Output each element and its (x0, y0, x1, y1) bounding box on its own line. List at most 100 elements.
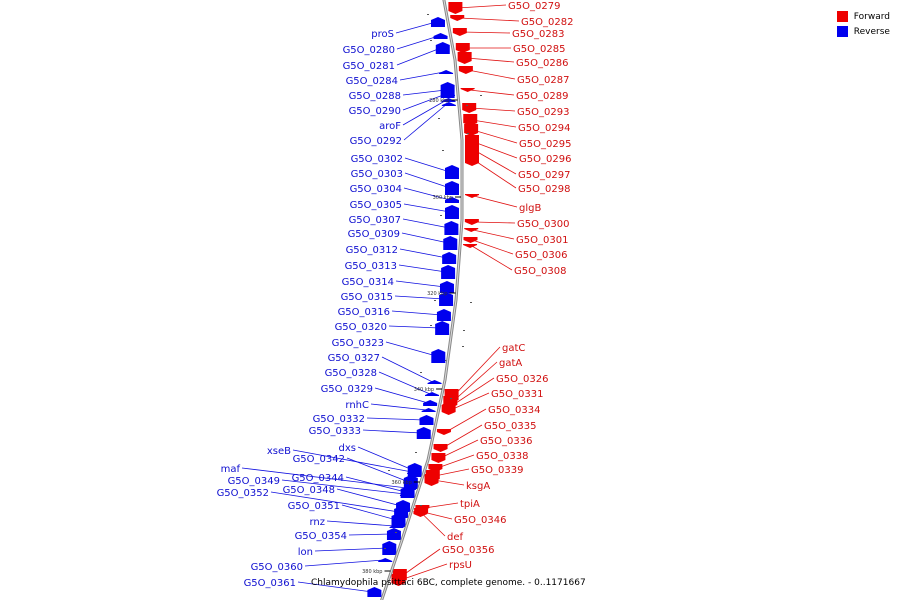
reverse-feature-g5o-0313 (441, 265, 456, 279)
genome-backbone-highlight (381, 0, 463, 600)
minor-feature-mark (480, 95, 482, 96)
minor-feature-mark (384, 548, 386, 549)
reverse-feature-g5o-0303 (445, 181, 459, 195)
gene-label-g5o-0285: G5O_0285 (513, 44, 565, 55)
reverse-feature-g5o-0312 (442, 252, 457, 264)
gene-label-g5o-0301: G5O_0301 (516, 235, 568, 246)
legend: Forward Reverse (836, 9, 890, 39)
connector-g5o-0327 (381, 356, 433, 383)
connector-g5o-0331 (450, 392, 490, 411)
reverse-feature-g5o-0309 (443, 236, 458, 250)
gene-label-g5o-0320: G5O_0320 (335, 322, 387, 333)
legend-reverse-label: Reverse (853, 26, 890, 37)
reverse-feature-g5o-0320 (435, 321, 450, 335)
connector-pros (395, 21, 437, 34)
connector-g5o-0289 (469, 89, 515, 96)
reverse-feature-g5o-0360 (378, 558, 393, 562)
connector-g5o-0288 (402, 89, 446, 96)
reverse-feature-g5o-0354 (386, 528, 401, 540)
gene-label-rnhc: rnhC (345, 400, 369, 411)
minor-feature-mark (463, 330, 465, 331)
connector-g5o-0312 (399, 248, 448, 259)
reverse-feature-g5o-0280 (433, 33, 448, 39)
gene-label-g5o-0279: G5O_0279 (508, 1, 560, 12)
forward-feature-g5o-0300 (464, 219, 479, 225)
minor-feature-mark (442, 150, 444, 151)
gene-label-g5o-0336: G5O_0336 (480, 436, 532, 447)
forward-feature-g5o-0283 (452, 28, 467, 36)
reverse-feature-g5o-0290 (440, 92, 455, 96)
gene-label-rpsu: rpsU (449, 560, 472, 571)
connector-ksga (433, 479, 465, 486)
minor-feature-mark (415, 452, 417, 453)
minor-feature-mark (420, 372, 422, 373)
forward-feature-g5o-0295 (464, 124, 479, 136)
reverse-feature-g5o-0332 (419, 415, 434, 425)
connector-g5o-0333 (362, 429, 422, 434)
connector-g5o-0294 (472, 119, 517, 128)
gene-label-g5o-0314: G5O_0314 (342, 277, 394, 288)
connector-lon (314, 547, 388, 552)
gene-label-g5o-0290: G5O_0290 (349, 106, 401, 117)
gene-label-g5o-0323: G5O_0323 (332, 338, 384, 349)
gene-label-g5o-0361: G5O_0361 (244, 578, 296, 589)
connector-g5o-0296 (473, 141, 518, 159)
legend-forward-label: Forward (853, 11, 890, 22)
gene-label-g5o-0332: G5O_0332 (313, 414, 365, 425)
forward-feature-g5o-0298 (465, 154, 479, 166)
connector-g5o-0348 (336, 488, 402, 507)
gene-label-g5o-0306: G5O_0306 (515, 250, 567, 261)
connector-g5o-0284 (399, 71, 445, 81)
reverse-feature-g5o-0284 (439, 70, 454, 74)
gene-label-g5o-0331: G5O_0331 (491, 389, 543, 400)
gene-label-g5o-0296: G5O_0296 (519, 154, 571, 165)
gene-label-g5o-0335: G5O_0335 (484, 421, 536, 432)
connector-gata (452, 361, 498, 403)
gene-label-g5o-0312: G5O_0312 (346, 245, 398, 256)
connector-xseb (292, 449, 413, 473)
forward-feature-g5o-0282 (450, 15, 465, 21)
gene-label-g5o-0309: G5O_0309 (348, 229, 400, 240)
connector-g5o-0314 (395, 280, 446, 288)
forward-feature-g5o-0287 (458, 66, 473, 74)
connector-g5o-0316 (391, 310, 442, 316)
backbone-ticks: 280 kbp 300 kbp 320 kbp 340 kbp 360 kbp 380 k… (362, 98, 461, 575)
connector-g5o-0302 (404, 157, 451, 173)
connector-g5o-0329 (374, 387, 429, 404)
gene-label-dxs: dxs (339, 443, 356, 454)
legend-reverse: Reverse (836, 24, 890, 39)
connector-g5o-0295 (473, 129, 518, 144)
gene-label-g5o-0349: G5O_0349 (228, 476, 280, 487)
gene-label-g5o-0327: G5O_0327 (328, 353, 380, 364)
minor-feature-mark (438, 118, 440, 119)
gene-label-g5o-0298: G5O_0298 (518, 184, 570, 195)
connector-g5o-0336 (440, 439, 479, 459)
gene-label-g5o-0338: G5O_0338 (476, 451, 528, 462)
reverse-feature-pros (430, 17, 445, 27)
forward-feature-g5o-0334 (436, 429, 451, 435)
connector-g5o-0361 (297, 581, 373, 593)
reverse-feature-dxs (407, 463, 422, 477)
reverse-feature-g5o-0361 (367, 587, 382, 597)
connector-g5o-0335 (442, 424, 483, 449)
connector-g5o-0332 (366, 417, 425, 421)
tick-label: 300 kbp (433, 195, 453, 201)
forward-feature-g5o-0279 (448, 2, 463, 14)
connector-g5o-0305 (403, 203, 451, 213)
reverse-feature-g5o-0323 (431, 349, 446, 363)
gene-label-g5o-0294: G5O_0294 (518, 123, 570, 134)
label-connectors (241, 4, 520, 593)
connector-g5o-0328 (378, 371, 431, 395)
tick-label: 360 kbp (391, 480, 411, 486)
gene-label-g5o-0351: G5O_0351 (288, 501, 340, 512)
connector-g5o-0281 (396, 47, 441, 66)
connector-g5o-0334 (445, 408, 487, 433)
gene-labels: proS G5O_0280 G5O_0281 G5O_0284 G5O_0288 G5O_… (217, 1, 574, 589)
gene-label-arof: aroF (379, 121, 401, 132)
gene-label-gatc: gatC (502, 343, 525, 354)
gene-label-g5o-0300: G5O_0300 (517, 219, 569, 230)
gene-label-g5o-0348: G5O_0348 (283, 485, 335, 496)
connector-maf (241, 467, 407, 489)
connector-g5o-0287 (467, 69, 516, 80)
